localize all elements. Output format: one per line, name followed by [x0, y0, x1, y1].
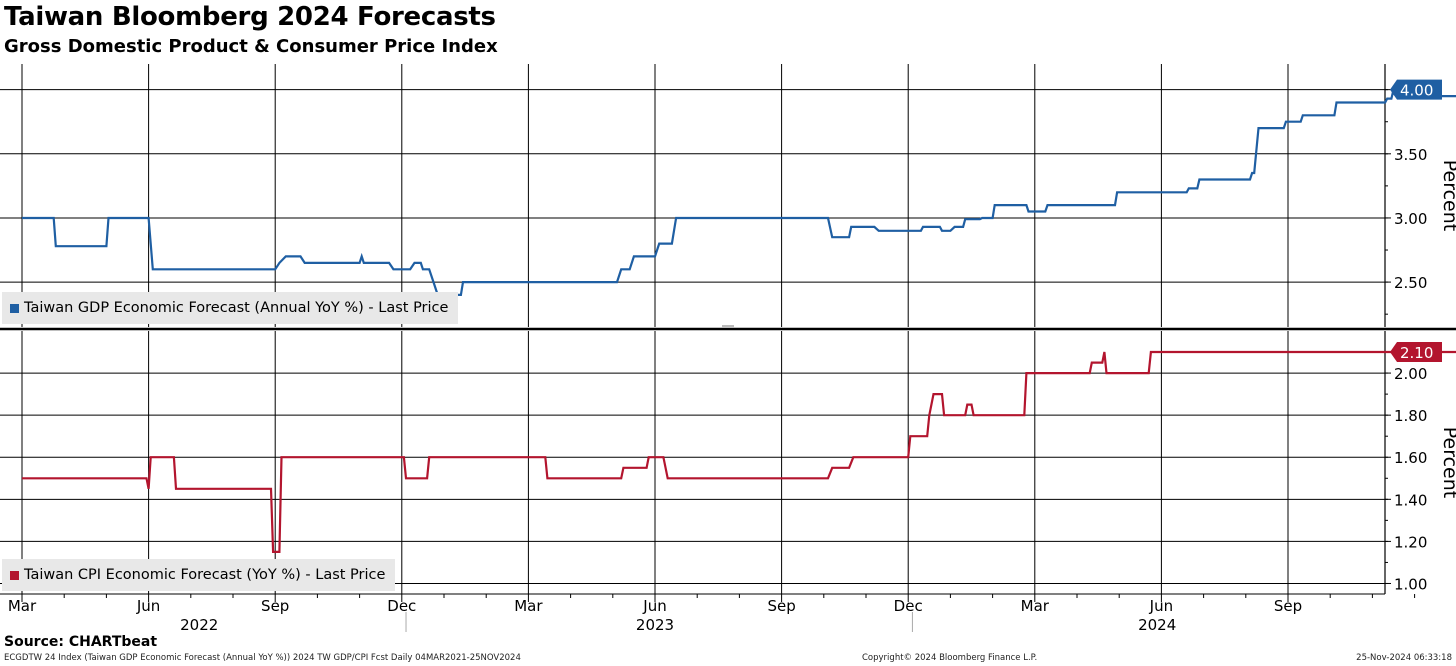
- panel-resize-handle: [722, 325, 734, 328]
- x-tick-label: Dec: [894, 597, 923, 615]
- legend-cpi[interactable]: Taiwan CPI Economic Forecast (YoY %) - L…: [2, 559, 396, 591]
- gdp-series-line: [22, 88, 1456, 296]
- chart-subtitle: Gross Domestic Product & Consumer Price …: [4, 36, 498, 57]
- cpi-y-tick-label: 1.20: [1394, 533, 1427, 551]
- x-tick-label: Jun: [642, 597, 666, 615]
- footer-ticker: ECGDTW 24 Index (Taiwan GDP Economic For…: [4, 653, 521, 663]
- footer-copyright: Copyright© 2024 Bloomberg Finance L.P.: [862, 653, 1038, 663]
- legend-cpi-swatch: [10, 570, 19, 580]
- footer-timestamp: 25-Nov-2024 06:33:18: [1356, 653, 1452, 663]
- source-note: Source: CHARTbeat: [4, 634, 158, 650]
- x-tick-label: Jun: [1149, 597, 1173, 615]
- cpi-y-tick-label: 1.40: [1394, 491, 1427, 509]
- x-year-label: 2024: [1138, 616, 1176, 634]
- x-tick-label: Sep: [767, 597, 795, 615]
- x-tick-label: Mar: [8, 597, 37, 615]
- cpi-last-value-tag: [1390, 342, 1442, 363]
- x-tick-label: Jun: [136, 597, 160, 615]
- x-tick-label: Sep: [261, 597, 289, 615]
- legend-gdp-label: Taiwan GDP Economic Forecast (Annual YoY…: [24, 300, 449, 316]
- cpi-y-tick-label: 1.60: [1394, 449, 1427, 467]
- x-tick-label: Mar: [514, 597, 543, 615]
- x-tick-label: Dec: [387, 597, 416, 615]
- gdp-last-value-tag: [1390, 79, 1442, 100]
- cpi-y-tick-label: 1.80: [1394, 407, 1427, 425]
- legend-cpi-label: Taiwan CPI Economic Forecast (YoY %) - L…: [24, 567, 386, 583]
- gdp-y-axis-label: Percent: [1439, 160, 1456, 232]
- gdp-y-tick-label: 3.50: [1394, 146, 1427, 164]
- legend-gdp[interactable]: Taiwan GDP Economic Forecast (Annual YoY…: [2, 292, 459, 324]
- cpi-y-axis-label: Percent: [1439, 427, 1456, 499]
- cpi-y-tick-label: 1.00: [1394, 575, 1427, 593]
- x-year-label: 2023: [636, 616, 674, 634]
- x-tick-label: Mar: [1021, 597, 1050, 615]
- cpi-y-tick-label: 2.00: [1394, 365, 1427, 383]
- gdp-y-tick-label: 3.00: [1394, 210, 1427, 228]
- cpi-last-value: 2.10: [1400, 344, 1433, 362]
- x-tick-label: Sep: [1274, 597, 1302, 615]
- chart-title: Taiwan Bloomberg 2024 Forecasts: [4, 2, 496, 32]
- legend-gdp-swatch: [10, 303, 19, 313]
- x-year-label: 2022: [180, 616, 218, 634]
- cpi-series-line: [22, 350, 1456, 553]
- gdp-y-tick-label: 2.50: [1394, 274, 1427, 292]
- gdp-last-value: 4.00: [1400, 82, 1433, 100]
